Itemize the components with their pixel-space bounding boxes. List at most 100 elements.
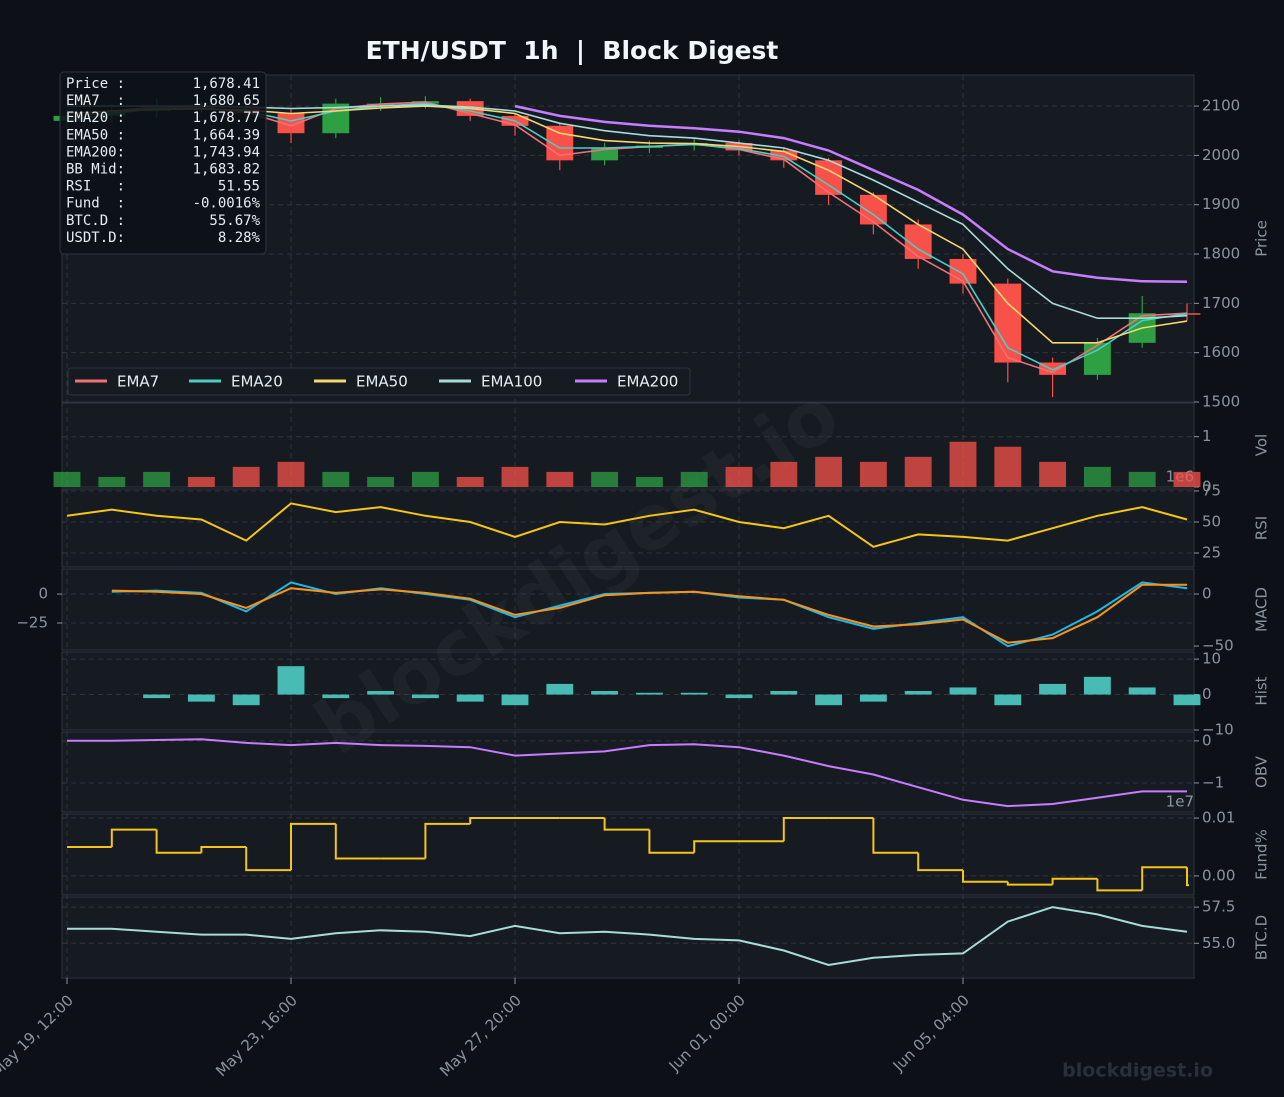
bar — [994, 694, 1022, 706]
step-segment — [200, 845, 247, 853]
info-label: Price : — [66, 76, 125, 92]
axis-label: MACD — [1253, 587, 1271, 632]
bar — [546, 471, 574, 487]
y-tick-label: 25 — [1202, 543, 1221, 561]
y-tick-label: 0 — [38, 585, 48, 603]
y2-tick-label: −50 — [1202, 637, 1234, 655]
bar — [635, 692, 663, 695]
line — [111, 583, 1187, 644]
step-segment — [782, 817, 829, 842]
y-tick-label: 1800 — [1202, 245, 1240, 263]
info-value: 55.67% — [209, 213, 260, 229]
candle-body — [994, 283, 1022, 363]
bar — [277, 461, 305, 487]
y-tick-label: 1600 — [1202, 343, 1240, 361]
bar — [904, 456, 932, 487]
step-segment — [962, 870, 1008, 883]
axis-label: RSI — [1253, 516, 1271, 540]
panel-background — [61, 813, 1195, 896]
legend-box — [67, 367, 691, 396]
candle-body — [1083, 342, 1111, 375]
bar — [143, 471, 171, 487]
panel-background — [61, 402, 1195, 488]
info-value: 1,664.39 — [193, 127, 260, 143]
panel-background — [61, 731, 1195, 813]
y2-tick-label: 0 — [1202, 584, 1212, 602]
info-value: 1,678.77 — [193, 110, 260, 126]
line — [67, 738, 1187, 808]
y-tick-label: 0 — [1202, 478, 1212, 496]
offset-label: 1e7 — [1166, 793, 1194, 811]
info-value: -0.0016% — [193, 196, 261, 212]
step-segment — [1051, 877, 1098, 885]
y-tick-label: 0 — [1202, 685, 1212, 703]
bar — [770, 691, 798, 695]
step-segment — [693, 840, 739, 853]
bar — [187, 694, 215, 702]
bar — [411, 471, 439, 487]
y-tick-label: 75 — [1202, 481, 1221, 499]
bar — [591, 471, 619, 487]
bar — [815, 456, 843, 487]
info-label: RSI : — [66, 179, 125, 195]
panel-background — [61, 488, 1195, 568]
bar — [949, 687, 977, 695]
step-segment — [290, 822, 336, 871]
axis-label: OBV — [1253, 755, 1271, 788]
bar — [680, 471, 708, 487]
bar — [904, 691, 932, 695]
step-segment — [1096, 878, 1143, 892]
info-label: BB Mid: — [66, 162, 125, 178]
bar — [1083, 466, 1111, 487]
bar — [1083, 676, 1111, 695]
info-label: EMA200: — [66, 144, 125, 160]
candle-body — [277, 113, 305, 134]
info-label: EMA20 : — [66, 110, 125, 126]
bar — [1039, 683, 1067, 695]
step-segment — [872, 818, 919, 854]
step-segment — [1006, 881, 1053, 886]
info-value: 1,678.41 — [193, 76, 260, 92]
y-tick-label: 0.01 — [1202, 809, 1235, 827]
step-segment — [1141, 866, 1187, 891]
bar — [322, 694, 350, 699]
legend-label: EMA100 — [481, 373, 542, 391]
bar — [725, 694, 753, 699]
bar — [635, 476, 663, 487]
y-tick-label: 0 — [1202, 731, 1212, 749]
bar — [187, 476, 215, 487]
bar — [1128, 687, 1156, 695]
y-tick-label: 50 — [1202, 512, 1221, 530]
bar — [680, 692, 708, 695]
bar — [815, 694, 843, 706]
info-label: EMA50 : — [66, 127, 125, 143]
legend-label: EMA50 — [356, 373, 408, 391]
bar — [501, 466, 529, 487]
candle-body — [859, 194, 887, 225]
candle-body — [1039, 362, 1067, 375]
bar — [143, 694, 171, 699]
axis-label: Vol — [1253, 434, 1271, 456]
ema-line — [514, 104, 1188, 283]
step-segment — [245, 846, 291, 872]
bar — [994, 446, 1022, 487]
bar — [546, 683, 574, 695]
bar — [277, 666, 305, 695]
y-tick-label: 57.5 — [1202, 898, 1235, 916]
info-value: 51.55 — [218, 179, 260, 195]
line — [67, 906, 1188, 967]
y-tick-label: 0.00 — [1202, 866, 1235, 884]
legend-label: EMA7 — [117, 373, 159, 391]
bar — [591, 691, 619, 695]
info-label: EMA7 : — [66, 93, 125, 109]
info-value: 1,743.94 — [193, 144, 260, 160]
bar — [456, 476, 484, 487]
line — [66, 502, 1188, 548]
panel-background — [61, 896, 1195, 979]
axis-label: Hist — [1253, 676, 1271, 705]
info-box — [59, 71, 267, 255]
bar — [859, 694, 887, 702]
y-tick-label: 55.0 — [1202, 934, 1235, 952]
legend-label: EMA20 — [231, 373, 283, 391]
